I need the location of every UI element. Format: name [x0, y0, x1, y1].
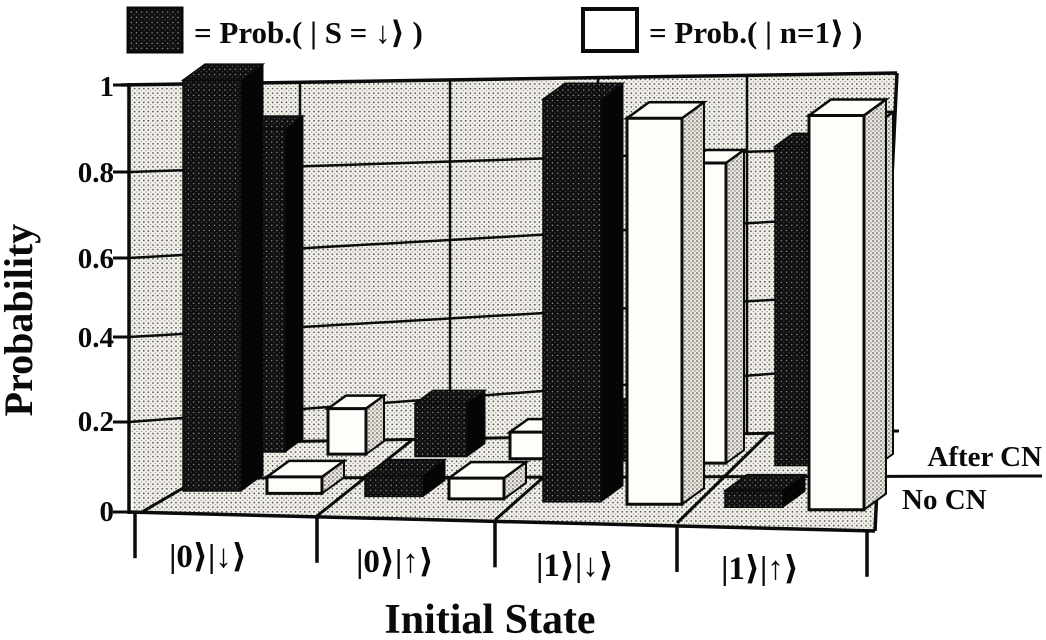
bar-no-cn-1-prob-s-down-front — [364, 474, 424, 498]
bar-no-cn-0-prob-s-down-side — [240, 63, 264, 492]
category-label-0-up: |0⟩|↑⟩ — [356, 544, 434, 580]
bar-no-cn-2-prob-n-1-front — [625, 116, 684, 506]
legend-label-prob-s-down: = Prob.( | S = ↓⟩ ) — [194, 15, 423, 50]
legend-label-prob-n-1: = Prob.( | n=1⟩ ) — [649, 15, 862, 50]
bar-no-cn-2-prob-n-1-side — [681, 100, 705, 507]
front-bottom-edge — [127, 510, 876, 533]
depth-row-label-no-cn: No CN — [902, 484, 987, 516]
y-tick-label-0: 0 — [100, 496, 115, 528]
bar-no-cn-2-prob-s-down-front — [542, 98, 602, 503]
x-axis-category-labels: |0⟩|↓⟩ |0⟩|↑⟩ |1⟩|↓⟩ |1⟩|↑⟩ — [169, 539, 799, 587]
plot-area — [113, 63, 1043, 577]
bar-no-cn-3-prob-n-1-side — [863, 97, 887, 512]
bar-no-cn-3-prob-s-down-front — [724, 489, 784, 508]
bar-no-cn-3-prob-n-1-front — [807, 113, 866, 512]
floor-group-divider-2 — [675, 430, 772, 525]
y-tick-label-1: 1 — [100, 71, 115, 103]
y-axis-title: Probability — [0, 224, 41, 417]
y-axis-tick-labels: 1 0.8 0.6 0.4 0.2 0 — [78, 71, 114, 528]
bar-after-cn-2-prob-n-1-side — [725, 148, 745, 466]
x-axis-title: Initial State — [384, 597, 595, 640]
category-label-1-up: |1⟩|↑⟩ — [721, 551, 799, 587]
bar-after-cn-0-prob-n-1-front — [326, 407, 368, 456]
category-label-0-down: |0⟩|↓⟩ — [169, 539, 247, 575]
y-tick-label-0-6: 0.6 — [78, 243, 114, 275]
legend-swatch-prob-n-1 — [581, 7, 639, 53]
bar-after-cn-0-prob-s-down-side — [284, 114, 304, 453]
y-tick-label-0-2: 0.2 — [78, 406, 114, 438]
category-label-1-down: |1⟩|↓⟩ — [536, 548, 614, 584]
bar-no-cn-0-prob-n-1-front — [265, 475, 324, 495]
bar-no-cn-0-prob-s-down-front — [182, 79, 242, 492]
y-tick-label-0-8: 0.8 — [78, 157, 114, 189]
y-tick-label-0-4: 0.4 — [78, 322, 114, 354]
depth-row-label-after-cn: After CN — [927, 441, 1042, 473]
legend-swatch-prob-s-down — [126, 6, 184, 54]
bar-after-cn-1-prob-s-down-front — [414, 402, 468, 458]
bar-no-cn-2-prob-s-down-side — [600, 82, 624, 503]
bar-no-cn-1-prob-n-1-front — [447, 476, 506, 501]
legend: = Prob.( | S = ↓⟩ ) = Prob.( | n=1⟩ ) — [126, 6, 862, 54]
